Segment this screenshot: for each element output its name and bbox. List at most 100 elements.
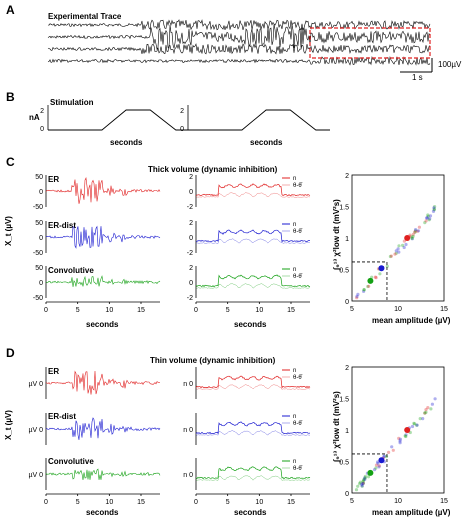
panel-c-xlabel-mid: seconds <box>234 320 267 329</box>
scatter-point <box>421 417 425 421</box>
scatter-point <box>404 242 408 247</box>
panel-b-xlabel-right: seconds <box>250 138 283 147</box>
panel-letter-b: B <box>6 90 15 104</box>
theta-trace <box>195 238 311 244</box>
scatter-point <box>410 237 414 241</box>
mid-ytick-label: 0 <box>189 235 193 242</box>
n-trace <box>195 375 311 389</box>
scatter-point <box>426 213 430 217</box>
mid-ytick-label: 2 <box>189 265 193 272</box>
scatter-point <box>414 228 418 232</box>
scatter-point <box>363 477 367 481</box>
scatter-ytick-label: 1 <box>345 428 349 435</box>
panel-b-ylabel: nA <box>29 113 40 122</box>
scatter-highlight-point <box>378 265 385 272</box>
x-tick-label: 0 <box>44 307 48 314</box>
x-tick-label: 15 <box>287 307 295 314</box>
scatter-point <box>360 484 364 488</box>
x-tick-label: 15 <box>287 499 295 506</box>
scatter-point <box>415 423 419 427</box>
x-tick-label: 5 <box>76 499 80 506</box>
scatter-point <box>394 251 398 255</box>
stimulation-curve <box>48 109 190 131</box>
scatter-point <box>425 216 429 220</box>
scatter-xtick-label: 15 <box>440 498 448 505</box>
scatter-point <box>425 216 429 220</box>
scatter-point <box>418 417 422 421</box>
scatter-point <box>432 207 436 211</box>
scatter-point <box>402 239 406 243</box>
theta-trace <box>195 192 311 198</box>
mid-ytick-label: -2 <box>187 295 193 302</box>
panel-d-row-label-convolutive: Convolutive <box>48 457 94 466</box>
scatter-point <box>423 411 427 415</box>
signal-trace <box>45 417 161 440</box>
scatter-point <box>433 397 437 401</box>
scatter-point <box>411 234 415 238</box>
theta-trace <box>195 283 311 289</box>
scatter-point <box>362 288 366 292</box>
stimulation-curve <box>188 109 330 131</box>
scatter-point <box>374 276 378 280</box>
experimental-trace-row <box>47 19 431 31</box>
signal-trace <box>45 370 161 395</box>
scatter-frame <box>351 366 445 494</box>
scatter-point <box>374 466 378 470</box>
scatter-frame <box>351 174 445 302</box>
scatter-point <box>398 441 402 445</box>
scatter-point <box>366 284 370 289</box>
scatter-highlight-point <box>404 427 411 433</box>
scatter-point <box>382 454 386 458</box>
scatter-point <box>366 475 371 479</box>
scatter-point <box>417 225 421 229</box>
x-tick-label: 10 <box>105 499 113 506</box>
scatter-highlight-point <box>378 457 385 464</box>
scatter-point <box>413 230 417 234</box>
left-ytick-label: 0 <box>39 235 43 242</box>
stim-ytick-label: 2 <box>180 108 184 115</box>
legend-theta-label: θ-θ̄ <box>293 274 303 280</box>
mid-ytick-label: 0 <box>189 189 193 196</box>
scatter-point <box>416 229 421 233</box>
scatter-point <box>393 252 397 256</box>
left-ytick-label: -50 <box>33 295 43 302</box>
panel-b-xlabel-left: seconds <box>110 138 143 147</box>
left-ytick-label: 50 <box>35 220 43 227</box>
scatter-point <box>401 243 405 247</box>
scatter-point <box>387 450 391 454</box>
scatter-point <box>432 206 436 210</box>
scatter-ytick-label: 1.5 <box>339 397 349 404</box>
legend-theta-label: θ-θ̄ <box>293 229 303 235</box>
left-ytick-label: 0 <box>39 280 43 287</box>
x-tick-label: 0 <box>194 307 198 314</box>
legend-n-label: n <box>293 414 296 420</box>
scatter-point <box>397 250 401 254</box>
scatter-point <box>397 436 401 440</box>
highlight-box <box>309 27 431 59</box>
scatter-point <box>390 445 394 449</box>
panel-d-row-label-er: ER <box>48 367 60 376</box>
left-ytick-label: µV 0 <box>28 427 43 434</box>
scatter-point <box>356 484 360 488</box>
mid-ytick-label: -2 <box>187 204 193 211</box>
scatter-point <box>358 480 362 484</box>
x-tick-label: 0 <box>194 499 198 506</box>
mid-ytick-label: n 0 <box>183 381 193 388</box>
panel-c-scatter-xlabel: mean amplitude (µV) <box>372 316 451 325</box>
scatter-point <box>411 232 415 236</box>
scatter-point <box>404 433 408 437</box>
scatter-point <box>362 478 366 483</box>
left-ytick-label: 50 <box>35 174 43 181</box>
scatter-point <box>391 448 395 452</box>
signal-trace <box>45 225 161 249</box>
scatter-point <box>431 209 436 213</box>
scatter-point <box>362 289 366 293</box>
scatter-point <box>428 214 433 218</box>
x-tick-label: 15 <box>137 499 145 506</box>
scatter-point <box>355 296 359 300</box>
n-trace <box>195 466 311 480</box>
scatter-point <box>363 476 367 480</box>
panel-letter-d: D <box>6 346 15 360</box>
scatter-point <box>378 272 382 276</box>
x-tick-label: 5 <box>226 307 230 314</box>
